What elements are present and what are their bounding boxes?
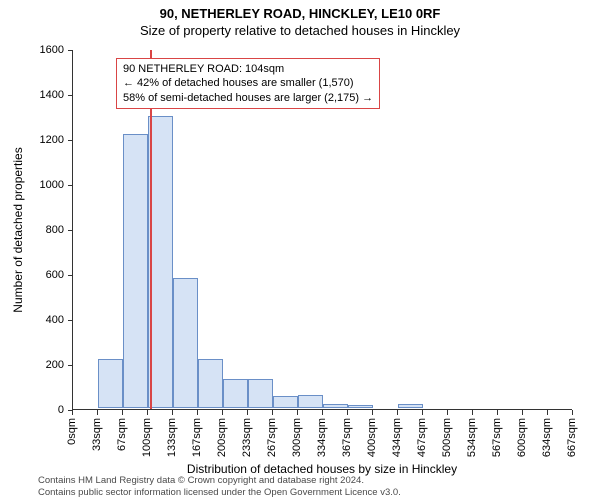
x-tick-mark bbox=[97, 410, 98, 415]
x-tick-label: 267sqm bbox=[266, 418, 278, 457]
x-tick-mark bbox=[122, 410, 123, 415]
x-tick-label: 133sqm bbox=[166, 418, 178, 457]
x-tick-label: 634sqm bbox=[541, 418, 553, 457]
x-tick-label: 300sqm bbox=[291, 418, 303, 457]
x-tick-label: 233sqm bbox=[241, 418, 253, 457]
y-tick-label: 1600 bbox=[4, 44, 64, 56]
y-tick-label: 400 bbox=[4, 314, 64, 326]
chart-container: 90, NETHERLEY ROAD, HINCKLEY, LE10 0RF S… bbox=[0, 0, 600, 500]
chart-area: Number of detached properties Distributi… bbox=[72, 50, 572, 410]
y-tick-label: 0 bbox=[4, 404, 64, 416]
x-tick-label: 167sqm bbox=[191, 418, 203, 457]
x-tick-mark bbox=[247, 410, 248, 415]
y-tick-label: 1000 bbox=[4, 179, 64, 191]
x-tick-label: 467sqm bbox=[416, 418, 428, 457]
x-tick-label: 400sqm bbox=[366, 418, 378, 457]
x-tick-mark bbox=[172, 410, 173, 415]
page-subtitle: Size of property relative to detached ho… bbox=[0, 21, 600, 38]
histogram-bar bbox=[173, 278, 198, 409]
x-tick-mark bbox=[422, 410, 423, 415]
x-tick-label: 567sqm bbox=[491, 418, 503, 457]
x-tick-label: 334sqm bbox=[316, 418, 328, 457]
x-tick-mark bbox=[147, 410, 148, 415]
histogram-bar bbox=[323, 404, 348, 409]
y-tick-mark bbox=[68, 320, 73, 321]
x-tick-mark bbox=[522, 410, 523, 415]
x-tick-mark bbox=[322, 410, 323, 415]
y-tick-label: 200 bbox=[4, 359, 64, 371]
histogram-bar bbox=[273, 396, 298, 408]
x-tick-mark bbox=[572, 410, 573, 415]
y-tick-mark bbox=[68, 275, 73, 276]
y-tick-label: 800 bbox=[4, 224, 64, 236]
x-tick-label: 100sqm bbox=[141, 418, 153, 457]
y-tick-mark bbox=[68, 140, 73, 141]
y-tick-mark bbox=[68, 365, 73, 366]
x-tick-label: 600sqm bbox=[516, 418, 528, 457]
x-axis-title: Distribution of detached houses by size … bbox=[187, 462, 457, 476]
x-tick-label: 367sqm bbox=[341, 418, 353, 457]
x-tick-mark bbox=[272, 410, 273, 415]
histogram-bar bbox=[398, 404, 423, 409]
y-tick-label: 600 bbox=[4, 269, 64, 281]
annotation-box: 90 NETHERLEY ROAD: 104sqm ← 42% of detac… bbox=[116, 58, 380, 109]
x-tick-label: 0sqm bbox=[66, 418, 78, 445]
histogram-bar bbox=[248, 379, 273, 408]
annotation-line2: ← 42% of detached houses are smaller (1,… bbox=[123, 76, 373, 90]
y-tick-mark bbox=[68, 95, 73, 96]
x-tick-label: 67sqm bbox=[116, 418, 128, 451]
x-tick-mark bbox=[547, 410, 548, 415]
histogram-bar bbox=[98, 359, 123, 409]
y-tick-label: 1400 bbox=[4, 89, 64, 101]
footer: Contains HM Land Registry data © Crown c… bbox=[38, 475, 401, 498]
x-tick-label: 33sqm bbox=[91, 418, 103, 451]
histogram-bar bbox=[298, 395, 323, 409]
x-tick-mark bbox=[347, 410, 348, 415]
annotation-line3: 58% of semi-detached houses are larger (… bbox=[123, 91, 373, 105]
y-tick-mark bbox=[68, 185, 73, 186]
footer-line1: Contains HM Land Registry data © Crown c… bbox=[38, 475, 401, 486]
x-tick-label: 200sqm bbox=[216, 418, 228, 457]
x-tick-mark bbox=[222, 410, 223, 415]
x-tick-mark bbox=[447, 410, 448, 415]
y-tick-mark bbox=[68, 230, 73, 231]
x-tick-mark bbox=[197, 410, 198, 415]
y-tick-label: 1200 bbox=[4, 134, 64, 146]
page-title: 90, NETHERLEY ROAD, HINCKLEY, LE10 0RF bbox=[0, 0, 600, 21]
x-tick-mark bbox=[497, 410, 498, 415]
x-tick-label: 667sqm bbox=[566, 418, 578, 457]
x-tick-label: 534sqm bbox=[466, 418, 478, 457]
histogram-bar bbox=[223, 379, 248, 408]
y-tick-mark bbox=[68, 50, 73, 51]
histogram-bar bbox=[123, 134, 148, 409]
x-tick-mark bbox=[397, 410, 398, 415]
x-tick-label: 500sqm bbox=[441, 418, 453, 457]
x-tick-mark bbox=[472, 410, 473, 415]
x-tick-mark bbox=[72, 410, 73, 415]
histogram-bar bbox=[348, 405, 373, 408]
x-tick-label: 434sqm bbox=[391, 418, 403, 457]
annotation-line1: 90 NETHERLEY ROAD: 104sqm bbox=[123, 62, 373, 76]
x-tick-mark bbox=[297, 410, 298, 415]
footer-line2: Contains public sector information licen… bbox=[38, 487, 401, 498]
x-tick-mark bbox=[372, 410, 373, 415]
histogram-bar bbox=[198, 359, 223, 409]
